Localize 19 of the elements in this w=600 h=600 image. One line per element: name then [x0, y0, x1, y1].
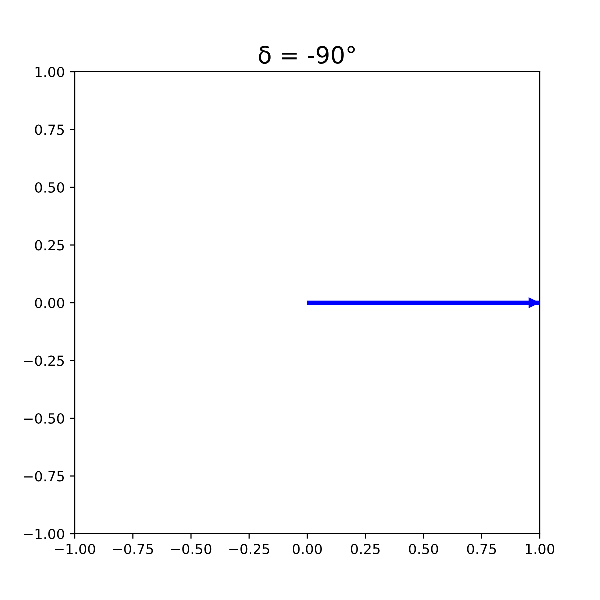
y-tick-label: −0.25: [24, 356, 64, 366]
y-tick-label: 0.50: [35, 182, 64, 193]
x-tick-label: −0.50: [171, 544, 212, 554]
y-tick-label: 0.75: [35, 124, 64, 136]
x-tick-label: −1.00: [55, 544, 96, 554]
chart-title: δ = -90°: [259, 46, 356, 64]
y-tick-label: −1.00: [24, 528, 64, 540]
y-tick-label: 0.25: [35, 240, 64, 251]
y-tick-label: 0.00: [35, 298, 64, 308]
x-tick-label: 0.75: [467, 544, 496, 554]
y-tick-label: −0.50: [24, 413, 64, 424]
x-tick-label: 0.50: [409, 544, 438, 554]
x-tick-label: 1.00: [526, 544, 555, 554]
y-tick-label: 1.00: [36, 66, 64, 78]
x-tick-label: 0.25: [351, 544, 380, 554]
x-tick-label: −0.25: [230, 544, 270, 554]
y-tick-label: −0.75: [24, 471, 64, 482]
x-tick-label: −0.75: [113, 544, 154, 554]
x-tick-label: 0.00: [292, 544, 322, 554]
